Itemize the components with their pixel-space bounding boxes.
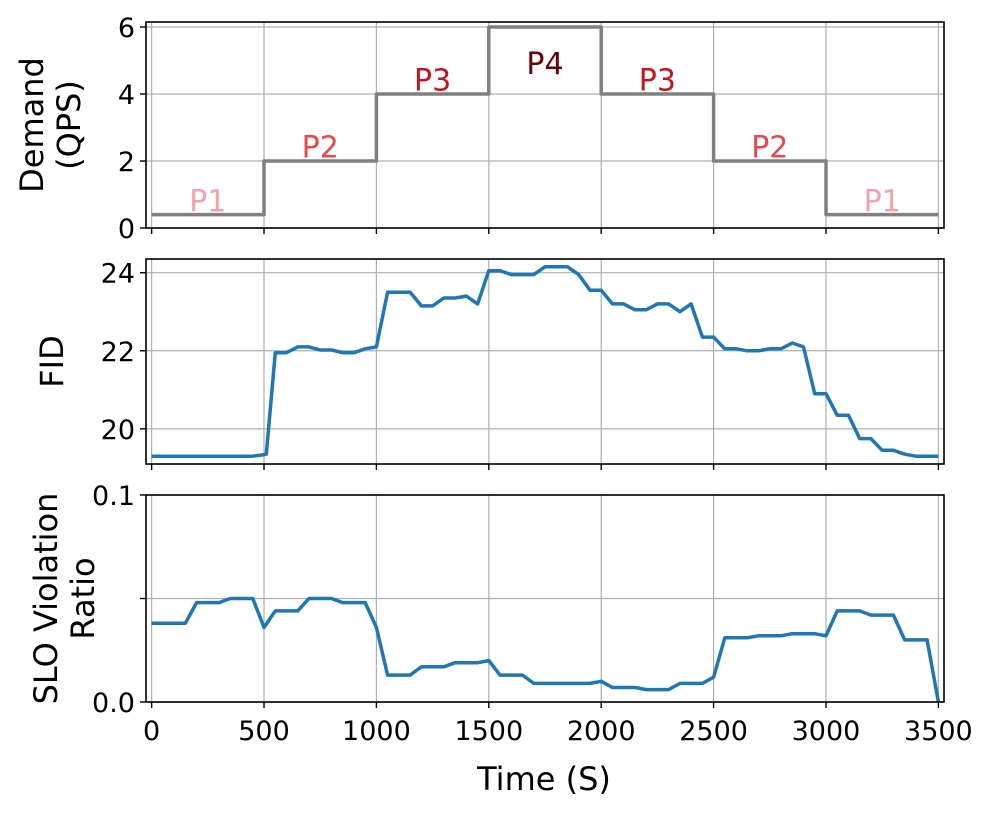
- x-tick-label: 3500: [904, 716, 973, 747]
- y-tick-label: 20: [101, 415, 135, 446]
- x-axis-label: Time (S): [476, 760, 611, 798]
- y-axis-label-line: Ratio: [64, 557, 102, 639]
- y-tick-label: 24: [101, 259, 135, 290]
- y-axis-label: FID: [33, 335, 71, 387]
- y-tick-label: 0: [118, 214, 135, 245]
- x-tick-label: 3000: [792, 716, 861, 747]
- y-tick-label: 0.1: [92, 481, 135, 512]
- x-tick-label: 2500: [679, 716, 748, 747]
- panel-slo-violation: 0.0 0.1 0 500 1000 1500 2000 2500 3000 3500 SLO Vi…: [27, 481, 973, 747]
- series-line: [151, 265, 939, 458]
- phase-label: P1: [189, 184, 226, 219]
- x-tick-label: 1500: [454, 716, 523, 747]
- plot-frame: [145, 21, 945, 229]
- phase-label: P1: [864, 184, 901, 219]
- series-line: [151, 596, 941, 703]
- plot-frame: [145, 258, 945, 465]
- y-axis-label-line: Demand: [13, 57, 51, 193]
- phase-label: P3: [639, 64, 676, 99]
- y-axis-label: SLO ViolationRatio: [27, 493, 102, 705]
- y-tick-label: 2: [118, 147, 135, 178]
- phase-label: P2: [751, 131, 788, 166]
- phase-label: P2: [302, 131, 339, 166]
- y-tick-label: 0.0: [92, 688, 135, 719]
- x-tick-label: 500: [238, 716, 290, 747]
- y-axis-label-line: (QPS): [50, 80, 88, 170]
- y-axis-label-line: SLO Violation: [27, 493, 65, 705]
- y-axis-label-line: FID: [33, 335, 71, 387]
- series-line: [151, 25, 939, 217]
- panel-fid: 20 22 24 FID: [33, 258, 945, 470]
- phase-label: P4: [526, 47, 563, 82]
- phase-label: P3: [414, 64, 451, 99]
- x-tick-label: 1000: [342, 716, 411, 747]
- panel-demand: 0 2 4 6 Demand(QPS) P1 P2 P3 P4 P3 P2 P1: [13, 13, 945, 245]
- y-tick-label: 4: [118, 80, 135, 111]
- y-axis-label: Demand(QPS): [13, 57, 88, 193]
- x-tick-label: 0: [143, 716, 160, 747]
- y-tick-label: 22: [101, 337, 135, 368]
- x-tick-label: 2000: [567, 716, 636, 747]
- y-tick-label: 6: [118, 13, 135, 44]
